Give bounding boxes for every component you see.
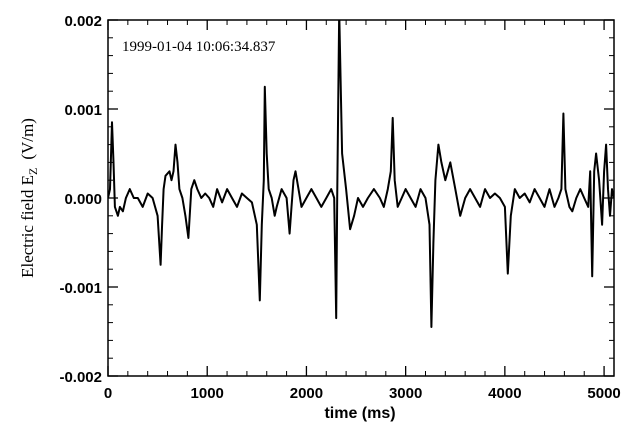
y-tick-label: 0.002 [64,13,102,30]
y-tick-label: -0.001 [59,280,102,297]
plot-frame [107,19,615,377]
series-line-0 [108,20,614,328]
x-tick-label: 3000 [389,385,422,402]
y-tick-label: 0.001 [64,102,102,119]
x-tick-label: 5000 [587,385,620,402]
y-tick-label: -0.002 [59,369,102,386]
y-axis-title-main: Electric field E [18,175,37,278]
plot-area [108,20,614,328]
timestamp-annotation: 1999-01-04 10:06:34.837 [122,39,276,55]
x-tick-label: 2000 [290,385,323,402]
y-tick-label: 0.000 [64,191,102,208]
y-axis-title-subscript: Z [26,168,40,175]
axes: 0 1000 2000 3000 4000 5000 -0.002 -0.001 0.000 0.… [59,13,620,402]
y-axis-title: Electric field EZ (V/m) [18,118,40,278]
x-tick-label: 1000 [191,385,224,402]
x-tick-label: 4000 [488,385,521,402]
y-axis-title-unit: (V/m) [18,118,37,160]
x-tick-label: 0 [104,385,112,402]
x-axis-title: time (ms) [324,405,395,422]
